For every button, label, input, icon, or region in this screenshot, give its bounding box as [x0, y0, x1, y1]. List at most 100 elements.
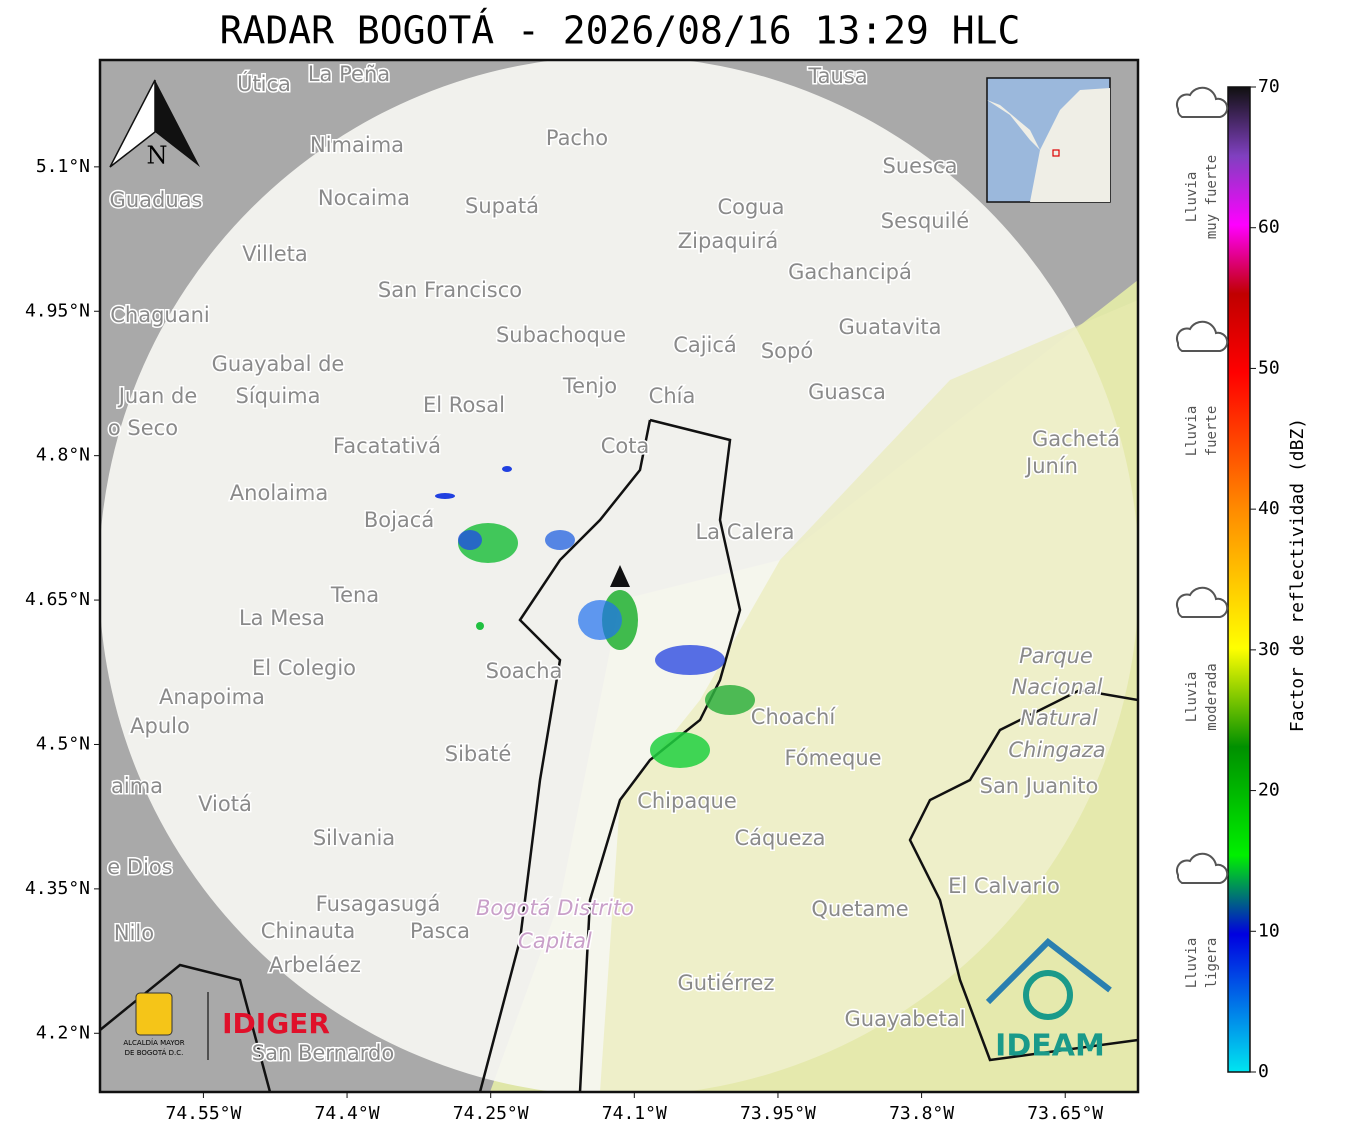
place-label: Choachí — [751, 705, 837, 729]
place-label: Junín — [1024, 454, 1078, 478]
rain-label: fuerte — [1204, 406, 1220, 457]
y-tick-label: 5.1°N — [36, 156, 90, 177]
y-tick-label: 4.5°N — [36, 733, 90, 754]
place-label: Tenjo — [562, 374, 617, 398]
place-label: Chinauta — [261, 919, 355, 943]
place-label: Cajicá — [673, 333, 737, 357]
weather-icon — [1175, 320, 1229, 352]
place-label: Silvania — [313, 826, 395, 850]
logo-text: ALCALDÍA MAYOR — [123, 1038, 184, 1047]
colorbar-tick-label: 10 — [1258, 920, 1280, 941]
radar-echoes — [435, 466, 755, 768]
place-label: Suesca — [883, 154, 958, 178]
colorbar-tick-label: 60 — [1258, 217, 1280, 238]
place-label: Gutiérrez — [678, 971, 775, 995]
place-label: Soacha — [486, 659, 563, 683]
place-label: Cota — [601, 434, 650, 458]
place-label: Tena — [330, 583, 379, 607]
rain-label: Lluvia — [1184, 672, 1200, 723]
place-label: Viotá — [198, 792, 252, 816]
place-label: El Calvario — [948, 874, 1060, 898]
place-label: Anapoima — [159, 685, 265, 709]
y-tick-label: 4.65°N — [25, 589, 90, 610]
x-tick-label: 74.55°W — [165, 1103, 241, 1124]
rain-label: Lluvia — [1184, 406, 1200, 457]
colorbar-tick-label: 20 — [1258, 780, 1280, 801]
place-label: Natural — [1020, 706, 1098, 730]
place-label: Pasca — [410, 919, 470, 943]
colorbar — [1227, 86, 1251, 1073]
place-label: Sesquilé — [881, 209, 969, 233]
colorbar-tick-label: 30 — [1258, 639, 1280, 660]
colorbar-tick-label: 70 — [1258, 76, 1280, 97]
rain-label: Lluvia — [1184, 172, 1200, 223]
place-label: Subachoque — [496, 323, 626, 347]
north-arrow: N — [109, 79, 200, 170]
place-label: Guatavita — [839, 315, 942, 339]
place-label: Gachetá — [1032, 427, 1120, 451]
place-label: Sopó — [761, 339, 813, 363]
boundary — [908, 688, 1138, 1062]
place-label: San Juanito — [980, 774, 1099, 798]
colorbar-tick-label: 0 — [1258, 1061, 1269, 1082]
x-tick-label: 74.4°W — [315, 1103, 380, 1124]
title: RADAR BOGOTÁ - 2026/08/16 13:29 HLC — [220, 9, 1021, 53]
place-label: Chipaque — [637, 789, 737, 813]
y-tick-label: 4.8°N — [36, 445, 90, 466]
logo-text: IDIGER — [222, 1007, 330, 1040]
rain-label: Lluvia — [1184, 938, 1200, 989]
x-tick-label: 74.25°W — [453, 1103, 529, 1124]
place-label: Supatá — [465, 194, 539, 218]
weather-icon — [1175, 86, 1229, 118]
logo-text: DE BOGOTÁ D.C. — [125, 1048, 184, 1057]
place-label: Nimaima — [310, 133, 404, 157]
place-label: Nocaima — [318, 186, 410, 210]
place-label: Sibaté — [445, 742, 512, 766]
place-label: Arbeláez — [269, 953, 361, 977]
rain-label: ligera — [1204, 938, 1220, 989]
y-tick-label: 4.2°N — [36, 1022, 90, 1043]
y-tick-label: 4.95°N — [25, 300, 90, 321]
place-label: aima — [111, 774, 163, 798]
x-tick-label: 74.1°W — [602, 1103, 667, 1124]
place-label: Guayabetal — [845, 1007, 966, 1031]
place-label: Capital — [518, 929, 592, 953]
place-label: Gachancipá — [788, 260, 912, 284]
place-label: Chaguani — [110, 303, 210, 327]
colorbar-tick-label: 40 — [1258, 498, 1280, 519]
place-label: La Mesa — [239, 606, 325, 630]
place-label: Apulo — [130, 714, 190, 738]
place-label: Fusagasugá — [316, 892, 441, 916]
place-label: La Peña — [308, 62, 390, 86]
place-label: El Colegio — [252, 656, 356, 680]
place-label: Anolaima — [230, 481, 328, 505]
logos: ALCALDÍA MAYOR DE BOGOTÁ D.C. IDIGER IDE… — [123, 938, 1112, 1064]
map: Útica La Peña Tausa Pacho Nimaima Suesca Guadu… — [100, 60, 1138, 1092]
place-label: Fómeque — [784, 746, 881, 770]
colorbar-tick-label: 50 — [1258, 357, 1280, 378]
place-label: Villeta — [242, 242, 307, 266]
colorbar-label: Factor de reflectividad (dBZ) — [1287, 418, 1308, 732]
place-label: Chía — [649, 384, 696, 408]
place-label: Bogotá Distrito — [476, 896, 634, 920]
place-label: e Dios — [107, 855, 172, 879]
place-label: Juan de — [117, 384, 198, 408]
rain-label: moderada — [1204, 663, 1220, 730]
north-label: N — [147, 142, 168, 170]
place-label: San Bernardo — [252, 1041, 394, 1065]
place-label: Chingaza — [1008, 738, 1105, 762]
inset-map — [986, 77, 1111, 203]
place-label: Tausa — [807, 64, 867, 88]
map-frame — [98, 58, 1140, 1094]
place-label: Guayabal de — [212, 352, 345, 376]
place-label: Facatativá — [333, 434, 441, 458]
place-label: Zipaquirá — [678, 229, 778, 253]
place-label: La Calera — [695, 520, 794, 544]
place-label: o Seco — [108, 416, 178, 440]
place-label: Quetame — [811, 897, 908, 921]
place-label: Síquima — [236, 384, 321, 408]
rain-label: muy fuerte — [1204, 155, 1220, 239]
place-label: Bojacá — [364, 508, 434, 532]
place-label: El Rosal — [423, 393, 505, 417]
radar-site — [610, 565, 630, 587]
